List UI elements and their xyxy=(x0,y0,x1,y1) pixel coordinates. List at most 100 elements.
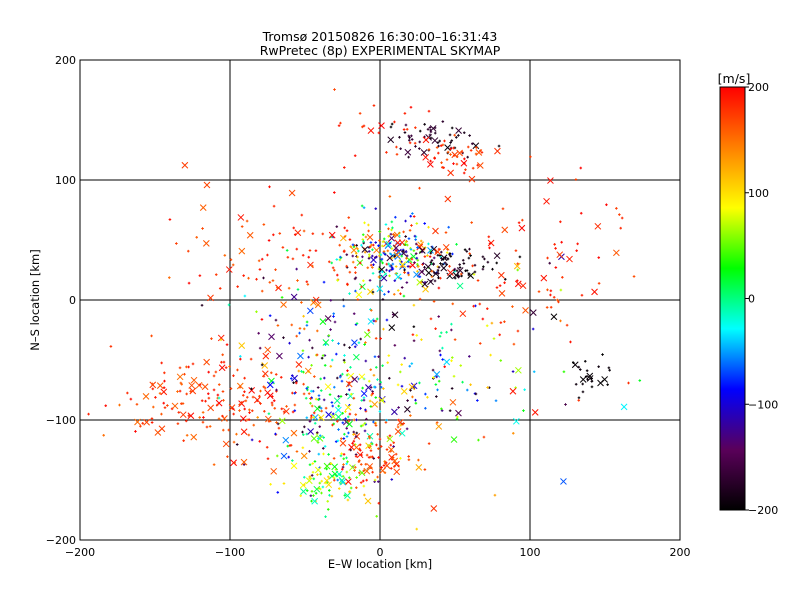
scatter-point xyxy=(465,250,469,253)
scatter-point xyxy=(217,396,221,400)
scatter-point xyxy=(394,265,398,268)
scatter-point xyxy=(321,447,325,450)
scatter-point xyxy=(423,123,426,126)
scatter-point xyxy=(450,436,458,443)
scatter-point xyxy=(312,494,315,497)
scatter-point xyxy=(440,257,443,260)
scatter-point xyxy=(163,379,166,383)
scatter-point xyxy=(200,303,204,307)
scatter-point xyxy=(330,261,334,265)
scatter-point xyxy=(298,331,301,335)
scatter-point xyxy=(341,421,345,425)
scatter-point xyxy=(322,452,325,456)
scatter-point xyxy=(440,161,443,165)
scatter-point xyxy=(353,469,356,472)
scatter-point xyxy=(427,225,430,229)
scatter-point xyxy=(314,491,318,495)
scatter-point xyxy=(367,435,371,438)
scatter-point xyxy=(414,401,418,405)
scatter-point xyxy=(336,439,340,443)
scatter-point xyxy=(365,417,368,421)
scatter-point xyxy=(247,433,251,437)
scatter-point xyxy=(550,313,558,321)
scatter-point xyxy=(181,402,185,405)
scatter-point xyxy=(362,124,366,128)
scatter-point xyxy=(515,366,522,374)
scatter-point xyxy=(243,376,246,380)
scatter-point xyxy=(380,274,388,282)
scatter-point xyxy=(590,380,594,383)
scatter-point xyxy=(449,153,452,156)
scatter-point xyxy=(261,362,269,369)
scatter-point xyxy=(435,251,438,254)
scatter-point xyxy=(342,358,346,362)
scatter-point xyxy=(339,395,343,398)
scatter-point xyxy=(178,389,182,393)
scatter-point xyxy=(316,386,320,389)
scatter-point xyxy=(381,240,385,244)
scatter-point xyxy=(266,457,270,461)
scatter-point xyxy=(250,387,253,391)
scatter-point xyxy=(349,366,352,369)
scatter-point xyxy=(367,328,370,332)
scatter-point xyxy=(248,411,251,414)
scatter-point xyxy=(240,458,248,466)
scatter-point xyxy=(331,339,334,342)
scatter-point xyxy=(368,399,372,403)
scatter-point xyxy=(222,399,225,402)
scatter-point xyxy=(182,439,185,442)
scatter-point xyxy=(290,323,294,327)
scatter-point xyxy=(486,260,490,264)
scatter-point xyxy=(426,254,429,257)
scatter-point xyxy=(586,378,589,381)
scatter-point xyxy=(385,240,393,248)
scatter-point xyxy=(403,112,407,115)
scatter-point xyxy=(255,310,258,314)
scatter-point xyxy=(605,203,608,207)
scatter-point xyxy=(392,445,395,448)
scatter-point xyxy=(399,292,402,296)
scatter-point xyxy=(410,362,414,365)
scatter-point xyxy=(390,268,394,271)
scatter-point xyxy=(371,248,374,252)
scatter-point xyxy=(382,464,386,467)
scatter-point xyxy=(481,267,485,271)
scatter-point xyxy=(418,129,422,133)
scatter-point xyxy=(222,360,226,364)
scatter-point xyxy=(365,453,369,457)
scatter-point xyxy=(489,353,492,357)
scatter-point xyxy=(441,143,445,147)
scatter-point xyxy=(437,272,440,275)
scatter-point xyxy=(242,463,246,466)
scatter-point xyxy=(357,460,361,464)
scatter-point xyxy=(236,368,239,372)
scatter-point xyxy=(109,345,113,348)
scatter-point xyxy=(306,283,310,286)
scatter-point xyxy=(444,144,451,151)
scatter-point xyxy=(336,279,339,282)
scatter-point xyxy=(498,284,502,287)
scatter-point xyxy=(329,365,333,368)
scatter-point xyxy=(301,446,305,450)
scatter-point xyxy=(372,263,375,267)
scatter-point xyxy=(270,403,274,407)
scatter-point xyxy=(342,304,346,308)
scatter-point xyxy=(381,364,384,368)
scatter-point xyxy=(257,259,261,263)
scatter-point xyxy=(295,247,299,251)
scatter-point xyxy=(273,406,277,410)
y-tick-label: −100 xyxy=(46,414,76,427)
scatter-point xyxy=(472,142,480,150)
scatter-point xyxy=(345,380,353,388)
scatter-point xyxy=(168,218,172,221)
scatter-point xyxy=(437,144,440,148)
scatter-point xyxy=(441,263,445,266)
scatter-point xyxy=(216,393,220,397)
scatter-point xyxy=(305,280,309,284)
scatter-point xyxy=(486,386,489,389)
scatter-point xyxy=(312,477,316,481)
scatter-point xyxy=(386,249,390,253)
scatter-point xyxy=(606,383,609,386)
scatter-point xyxy=(309,416,313,420)
